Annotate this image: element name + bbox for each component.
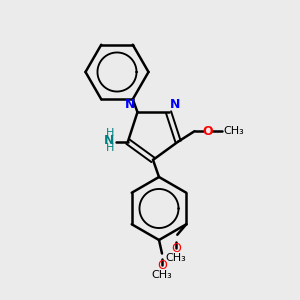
Text: N: N [170, 98, 181, 111]
Text: CH₃: CH₃ [165, 253, 186, 263]
Text: H: H [106, 128, 114, 138]
Text: CH₃: CH₃ [152, 270, 172, 280]
Text: O: O [202, 125, 212, 138]
Text: O: O [157, 259, 167, 272]
Text: CH₃: CH₃ [224, 126, 244, 136]
Text: O: O [171, 242, 181, 255]
Text: N: N [104, 134, 114, 147]
Text: H: H [106, 143, 114, 153]
Text: N: N [125, 98, 135, 111]
